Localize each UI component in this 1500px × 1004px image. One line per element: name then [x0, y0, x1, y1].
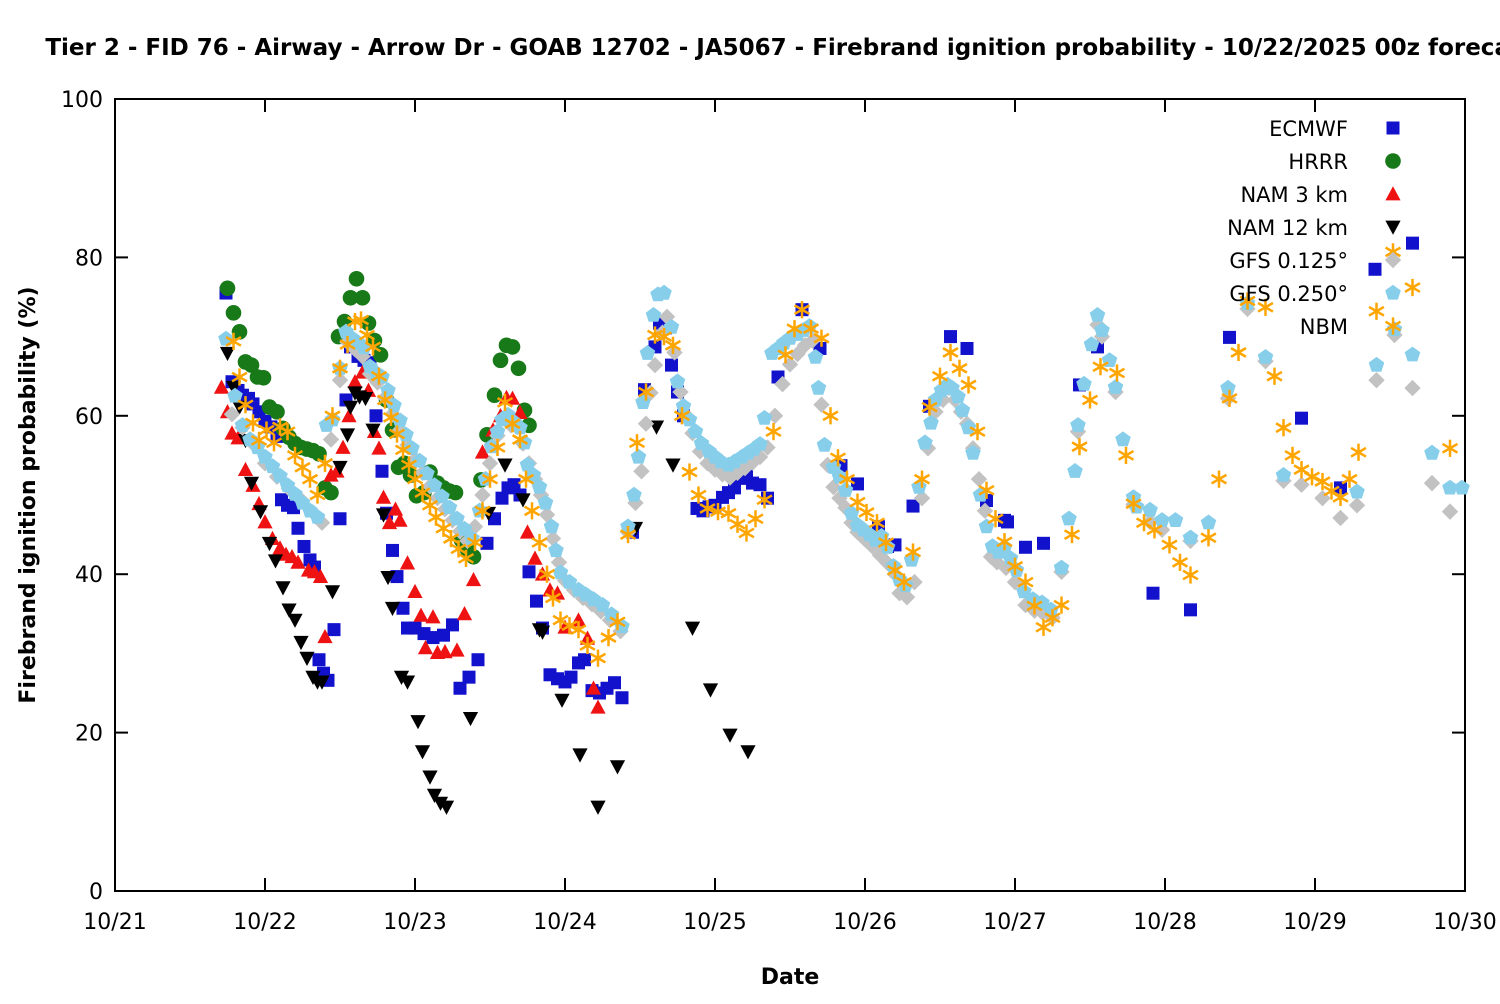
y-tick-label: 100	[61, 88, 103, 113]
y-tick-label: 60	[75, 405, 103, 430]
x-tick-label: 10/28	[1133, 910, 1196, 935]
x-tick-label: 10/26	[833, 910, 896, 935]
y-tick-label: 20	[75, 722, 103, 747]
y-tick-label: 0	[89, 880, 103, 905]
x-tick-label: 10/23	[383, 910, 446, 935]
y-axis-label: Firebrand ignition probability (%)	[16, 286, 41, 703]
legend-entry-gfs-0-125-: GFS 0.125°	[1229, 249, 1402, 273]
legend-label: NAM 3 km	[1240, 183, 1348, 207]
legend-label: NAM 12 km	[1227, 216, 1348, 240]
legend-entry-nbm: NBM	[1300, 315, 1402, 339]
legend-label: NBM	[1300, 315, 1348, 339]
plot-frame: 10/21 10/22 10/23 10/24 10/25 10/26 10/27 10/28…	[61, 88, 1497, 935]
series-nam-12-km	[219, 346, 756, 815]
y-tick-label: 40	[75, 563, 103, 588]
x-tick-label: 10/30	[1433, 910, 1496, 935]
legend-label: ECMWF	[1269, 117, 1348, 141]
x-axis-label: Date	[761, 965, 820, 990]
y-tick-label: 80	[75, 246, 103, 271]
chart-title: Tier 2 - FID 76 - Airway - Arrow Dr - GO…	[45, 35, 1500, 61]
series-nbm	[225, 243, 1459, 667]
legend-label: GFS 0.250°	[1229, 282, 1348, 306]
legend-entry-hrrr: HRRR	[1288, 150, 1401, 174]
legend-entry-ecmwf: ECMWF	[1269, 117, 1400, 141]
x-tick-label: 10/25	[683, 910, 746, 935]
x-tick-label: 10/27	[983, 910, 1046, 935]
legend-entry-nam-3-km: NAM 3 km	[1240, 183, 1401, 207]
legend-label: GFS 0.125°	[1229, 249, 1348, 273]
x-tick-label: 10/21	[83, 910, 146, 935]
data-series	[213, 236, 1470, 815]
legend-label: HRRR	[1288, 150, 1348, 174]
legend-entry-gfs-0-250-: GFS 0.250°	[1229, 282, 1401, 306]
legend: ECMWF HRRR NAM 3 km NAM 12 km GFS 0.125° GFS …	[1227, 117, 1402, 339]
x-tick-label: 10/22	[233, 910, 296, 935]
legend-entry-nam-12-km: NAM 12 km	[1227, 216, 1401, 240]
x-tick-label: 10/29	[1283, 910, 1346, 935]
x-tick-label: 10/24	[533, 910, 596, 935]
